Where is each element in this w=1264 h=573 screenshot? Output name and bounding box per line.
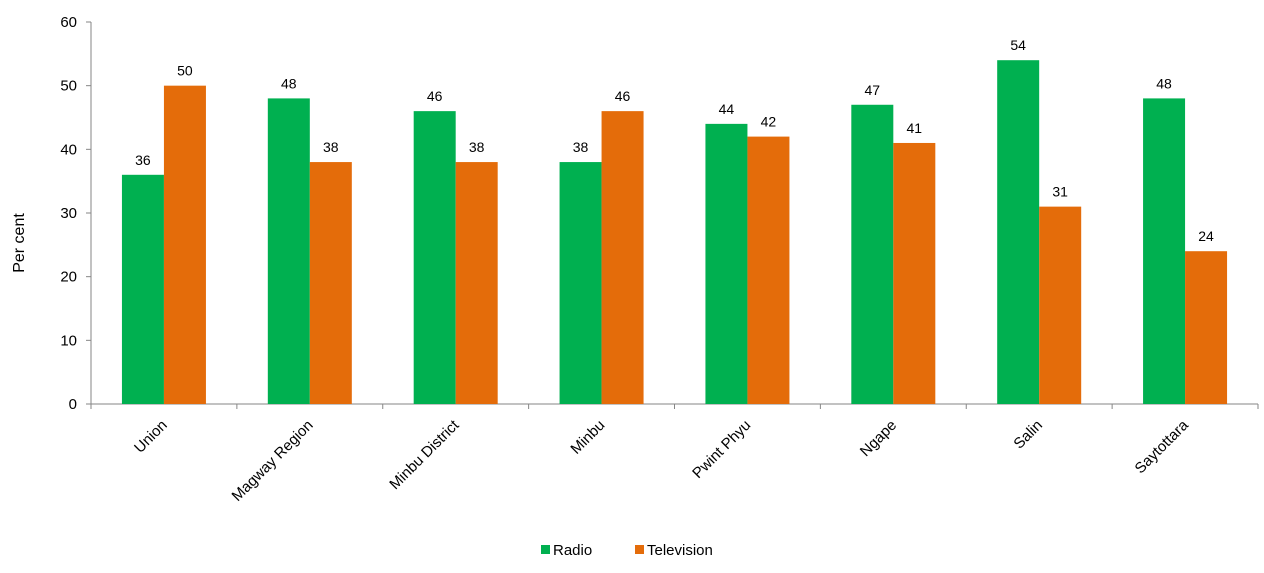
bar-television (1185, 251, 1228, 404)
bar-television (163, 85, 206, 405)
data-label: 46 (427, 88, 443, 104)
data-label: 41 (907, 120, 923, 136)
y-axis-title: Per cent (11, 213, 28, 273)
x-category-label: Pwint Phyu (689, 417, 754, 482)
data-label: 46 (615, 88, 631, 104)
legend-swatch-television (635, 545, 644, 554)
bar-radio (413, 111, 456, 404)
y-tick-label: 40 (60, 141, 77, 158)
data-label: 48 (1156, 75, 1172, 91)
x-category-label: Minbu (567, 417, 608, 458)
bar-television (309, 162, 352, 404)
data-label: 38 (573, 139, 589, 155)
y-tick-label: 10 (60, 332, 77, 349)
legend-label-radio: Radio (553, 542, 592, 559)
x-category-label: Salin (1010, 417, 1046, 453)
data-label: 47 (865, 82, 881, 98)
data-label: 48 (281, 75, 297, 91)
data-label: 50 (177, 63, 193, 79)
data-label: 36 (135, 152, 151, 168)
bar-radio (851, 104, 894, 405)
bar-radio (267, 98, 310, 405)
legend-label-television: Television (647, 542, 713, 559)
bar-television (747, 136, 790, 404)
data-label: 24 (1198, 228, 1214, 244)
x-category-label: Magway Region (229, 417, 317, 505)
data-label: 38 (469, 139, 485, 155)
bar-radio (705, 123, 748, 404)
y-tick-label: 60 (60, 14, 77, 31)
bar-television (893, 142, 936, 404)
bar-radio (559, 162, 602, 404)
x-category-label: Saytottara (1132, 416, 1193, 477)
data-label: 54 (1010, 37, 1026, 53)
data-label: 44 (719, 101, 735, 117)
data-labels: 36 50 48 38 46 38 38 46 44 42 47 41 54 31 48 24 (135, 37, 1214, 244)
bars (121, 60, 1228, 405)
bar-television (455, 162, 498, 404)
data-label: 31 (1052, 184, 1068, 200)
bar-radio (1143, 98, 1186, 405)
bar-radio (997, 60, 1040, 404)
legend: Radio Television (541, 542, 713, 559)
y-tick-label: 50 (60, 78, 77, 95)
y-tick-label: 30 (60, 205, 77, 222)
bar-television (601, 111, 644, 404)
x-category-label: Union (131, 417, 171, 457)
y-tick-label: 20 (60, 269, 77, 286)
x-category-label: Ngape (857, 417, 900, 460)
bar-radio (121, 174, 164, 404)
legend-swatch-radio (541, 545, 550, 554)
y-tick-label: 0 (69, 396, 77, 413)
data-label: 38 (323, 139, 339, 155)
bar-television (1039, 206, 1082, 404)
x-category-label: Minbu District (386, 416, 463, 493)
data-label: 42 (761, 114, 777, 130)
